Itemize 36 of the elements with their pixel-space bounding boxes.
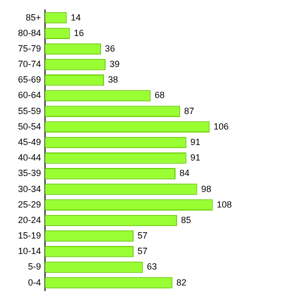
data-label: 91 [190, 152, 200, 163]
y-tick-label: 10-14 [18, 246, 42, 256]
data-label: 82 [176, 277, 186, 288]
y-tick-label: 0-4 [28, 277, 42, 288]
data-label: 63 [146, 262, 157, 272]
y-tick-label: 60-64 [18, 90, 42, 100]
data-label: 57 [138, 246, 148, 256]
y-tick-label: 75-79 [18, 43, 42, 54]
data-label: 108 [216, 199, 232, 210]
data-label: 16 [74, 28, 84, 38]
y-tick-label: 80-84 [18, 28, 42, 38]
data-label: 87 [184, 106, 194, 116]
data-label: 38 [108, 74, 118, 85]
data-label: 57 [138, 230, 148, 241]
y-tick-label: 85+ [26, 12, 42, 22]
y-tick-label: 20-24 [18, 214, 42, 225]
data-label: 84 [179, 168, 190, 178]
data-label: 106 [214, 121, 229, 132]
y-tick-label: 25-29 [18, 199, 42, 210]
y-tick-label: 30-34 [18, 184, 42, 194]
data-label: 14 [70, 12, 81, 22]
y-tick-label: 45-49 [18, 136, 42, 147]
data-label: 39 [110, 59, 120, 70]
y-tick-label: 70-74 [18, 59, 42, 70]
y-tick-label: 55-59 [18, 106, 42, 116]
y-tick-label: 40-44 [18, 152, 42, 163]
data-label: 36 [104, 43, 115, 54]
data-label: 91 [190, 136, 200, 147]
data-label: 98 [201, 184, 212, 194]
y-tick-label: 50-54 [18, 121, 42, 132]
y-tick-label: 15-19 [18, 230, 42, 241]
y-tick-label: 5-9 [28, 262, 42, 272]
y-tick-label: 65-69 [18, 74, 42, 85]
data-label: 85 [181, 214, 192, 225]
y-tick-label: 35-39 [18, 168, 42, 178]
data-label: 68 [154, 90, 165, 100]
